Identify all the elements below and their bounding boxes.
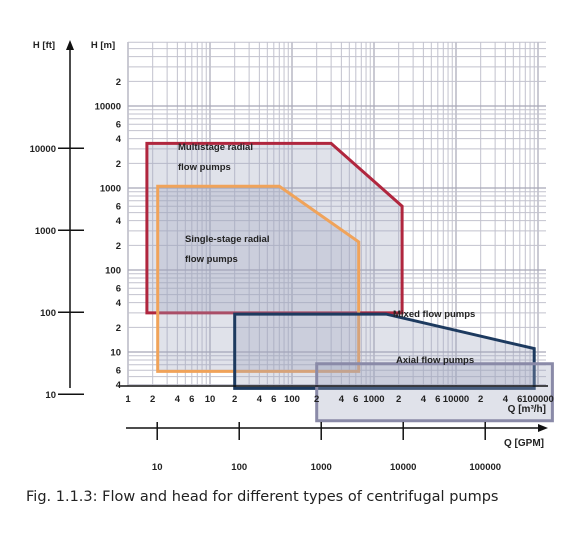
x-axis-title-gpm: Q [GPM]	[504, 438, 544, 449]
y-tick-label: 10	[110, 348, 121, 359]
figure-caption: Fig. 1.1.3: Flow and head for different …	[26, 489, 499, 505]
x-tick-label-gpm: 100000	[469, 462, 501, 473]
y-tick-label-ft: 100	[40, 308, 56, 319]
x-tick-label: 6	[435, 394, 440, 405]
x-tick-label: 6	[189, 394, 194, 405]
x-tick-label: 2	[478, 394, 483, 405]
y-axis-title-m: H [m]	[91, 40, 115, 51]
x-tick-label: 2	[150, 394, 155, 405]
y-tick-label: 2	[116, 241, 121, 252]
y-tick-label: 6	[116, 202, 121, 213]
pump-regions	[145, 141, 554, 423]
x-tick-label: 4	[175, 394, 181, 405]
x-tick-label: 4	[339, 394, 345, 405]
y-axis-arrow	[66, 40, 74, 50]
region-labels: Multistage radial flow pumps Single-stage …	[178, 142, 475, 366]
y-tick-label: 6	[116, 366, 121, 377]
x-tick-label: 4	[503, 394, 509, 405]
y-tick-label: 10000	[95, 102, 121, 113]
region-label-2: Single-stage radial flow pumps	[185, 234, 269, 265]
x-axis-title: Q [m³/h]	[508, 404, 546, 415]
y-tick-label: 4	[116, 134, 122, 145]
y-tick-label: 6	[116, 120, 121, 131]
x-tick-label: 4	[421, 394, 427, 405]
y-tick-label-ft: 1000	[35, 226, 56, 237]
x-tick-label: 2	[232, 394, 237, 405]
y-tick-label: 6	[116, 284, 121, 295]
y-tick-label: 2	[116, 159, 121, 170]
x-tick-label: 100000	[522, 394, 554, 405]
x-tick-label: 6	[353, 394, 358, 405]
x-tick-label-gpm: 10	[152, 462, 163, 473]
x-tick-label: 4	[257, 394, 263, 405]
x-tick-label: 100	[284, 394, 300, 405]
y-tick-label-ft: 10000	[30, 144, 56, 155]
x-tick-label-gpm: 1000	[311, 462, 332, 473]
y-tick-label: 2	[116, 77, 121, 88]
x-tick-label: 1000	[363, 394, 384, 405]
x-tick-label-gpm: 100	[231, 462, 247, 473]
x-tick-label: 2	[396, 394, 401, 405]
y-axis-title-ft: H [ft]	[33, 40, 55, 51]
axes	[58, 40, 548, 440]
x-tick-label: 10000	[443, 394, 469, 405]
y-tick-label: 4	[116, 216, 122, 227]
region-2	[156, 184, 361, 373]
region-label-3: Mixed flow pumps	[393, 309, 475, 320]
pump-range-chart: H [ft] H [m] Q [m³/h] Q [GPM] 10 100 1000 10000…	[30, 40, 554, 473]
x-tick-label: 10	[205, 394, 216, 405]
grid-lines	[127, 41, 546, 386]
region-4	[315, 362, 554, 423]
x-tick-label: 6	[271, 394, 276, 405]
x-tick-label: 2	[314, 394, 319, 405]
x-tick-label: 1	[125, 394, 131, 405]
y-tick-label-ft: 10	[45, 390, 56, 401]
y-tick-label: 4	[116, 380, 122, 391]
y-tick-label: 4	[116, 298, 122, 309]
y-tick-label: 1000	[100, 184, 121, 195]
y-tick-label: 2	[116, 323, 121, 334]
y-tick-label: 100	[105, 266, 121, 277]
region-3	[233, 312, 536, 390]
x-tick-label-gpm: 10000	[390, 462, 416, 473]
region-label-1: Multistage radial flow pumps	[178, 142, 253, 173]
region-label-4: Axial flow pumps	[396, 355, 474, 366]
x-axis-gpm-arrow	[538, 424, 548, 432]
tick-labels: H [ft] H [m] Q [m³/h] Q [GPM] 10 100 1000 10000…	[30, 40, 554, 473]
x-tick-label: 6	[517, 394, 522, 405]
